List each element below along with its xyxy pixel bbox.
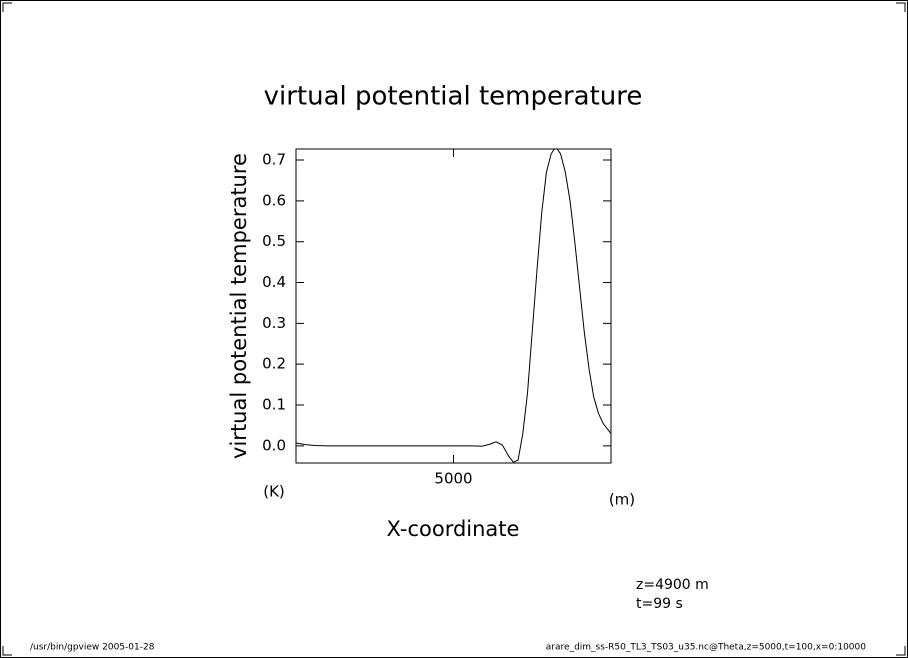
footer-left: /usr/bin/gpview 2005-01-28 [30,643,155,653]
x-tick-label: 5000 [434,470,472,488]
annotation: z=4900 m [636,577,709,593]
y-axis-label: virtual potential temperature [227,153,251,459]
y-tick-label: 0.3 [262,314,286,332]
y-tick-label: 0.6 [262,191,286,209]
chart-title: virtual potential temperature [264,82,643,112]
annotation: t=99 s [636,596,683,612]
footer-right: arare_dim_ss-R50_TL3_TS03_u35.nc@Theta,z… [546,643,866,653]
x-unit: (m) [609,491,635,509]
y-tick-label: 0.7 [262,151,286,169]
y-tick-label: 0.4 [262,273,286,291]
x-axis-label: X-coordinate [387,517,520,541]
line [295,148,612,463]
y-unit: (K) [263,483,285,501]
y-tick-label: 0.5 [262,232,286,250]
y-tick-label: 0.1 [262,396,286,414]
plot-frame [295,148,612,464]
y-tick-label: 0.0 [262,436,286,454]
y-tick-label: 0.2 [262,355,286,373]
